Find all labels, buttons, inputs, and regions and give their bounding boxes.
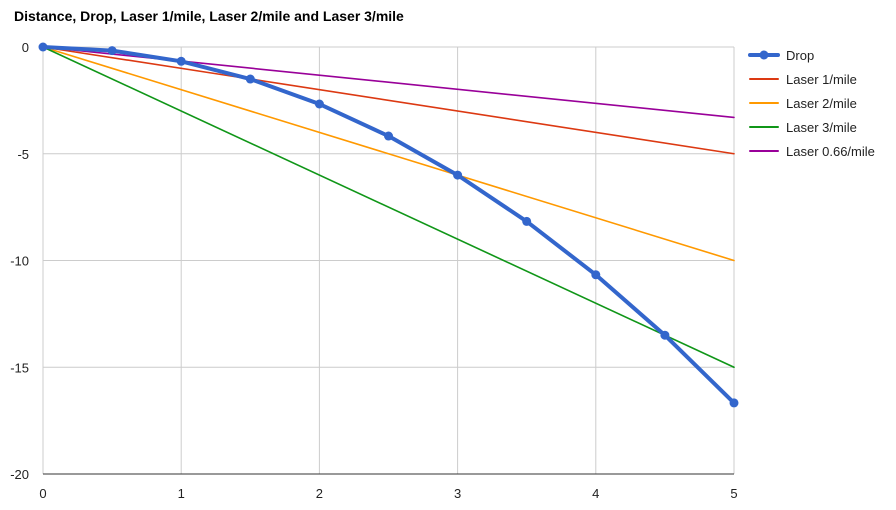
- legend-item[interactable]: Laser 1/mile: [749, 72, 857, 87]
- data-point[interactable]: [660, 330, 670, 340]
- axis-tick-labels: 0 1 2 3 4 5 0 -5 -10 -15 -20: [10, 40, 737, 501]
- legend-item[interactable]: Laser 3/mile: [749, 120, 857, 135]
- x-tick-label: 2: [316, 486, 323, 501]
- data-point[interactable]: [453, 170, 463, 180]
- legend-item[interactable]: Drop: [748, 48, 814, 63]
- legend-label: Laser 0.66/mile: [786, 144, 875, 159]
- legend-label: Laser 3/mile: [786, 120, 857, 135]
- y-tick-label: -20: [10, 467, 29, 482]
- legend-label: Laser 2/mile: [786, 96, 857, 111]
- x-tick-label: 5: [730, 486, 737, 501]
- y-tick-label: -15: [10, 360, 29, 375]
- data-point[interactable]: [107, 46, 117, 56]
- data-point[interactable]: [522, 216, 532, 226]
- series-lines: [38, 42, 739, 408]
- data-point[interactable]: [38, 42, 48, 52]
- y-tick-label: 0: [22, 40, 29, 55]
- legend-marker: [759, 50, 769, 60]
- chart-title: Distance, Drop, Laser 1/mile, Laser 2/mi…: [14, 8, 404, 24]
- legend[interactable]: Drop Laser 1/mile Laser 2/mile Laser 3/mile…: [748, 48, 875, 159]
- grid: [42, 46, 735, 475]
- y-tick-label: -10: [10, 254, 29, 269]
- x-tick-label: 4: [592, 486, 599, 501]
- series-line-laser-2-mile[interactable]: [42, 46, 735, 262]
- data-point[interactable]: [729, 398, 739, 408]
- data-point[interactable]: [384, 131, 393, 141]
- series-line-laser-3-mile[interactable]: [42, 46, 735, 369]
- legend-item[interactable]: Laser 2/mile: [749, 96, 857, 111]
- legend-label: Drop: [786, 48, 814, 63]
- data-point[interactable]: [176, 56, 186, 66]
- data-point[interactable]: [591, 270, 601, 280]
- legend-item[interactable]: Laser 0.66/mile: [749, 144, 875, 159]
- data-point[interactable]: [314, 99, 324, 109]
- x-tick-label: 1: [178, 486, 185, 501]
- data-point[interactable]: [245, 74, 255, 84]
- series-line-laser-1-mile[interactable]: [42, 46, 735, 155]
- y-tick-label: -5: [17, 147, 29, 162]
- x-tick-label: 0: [39, 486, 46, 501]
- x-tick-label: 3: [454, 486, 461, 501]
- legend-label: Laser 1/mile: [786, 72, 857, 87]
